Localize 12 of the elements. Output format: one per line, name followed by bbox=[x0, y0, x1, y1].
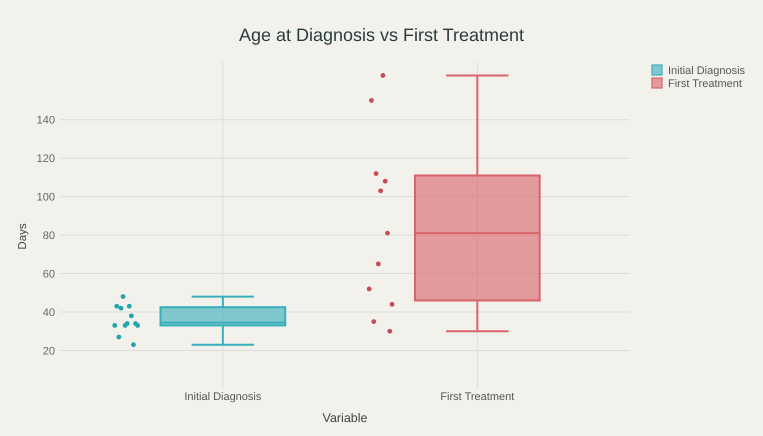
y-tick-label: 80 bbox=[42, 230, 55, 242]
legend-label: First Treatment bbox=[668, 78, 742, 90]
y-axis-title: Days bbox=[17, 223, 29, 250]
y-tick-label: 20 bbox=[42, 345, 55, 358]
y-tick-label: 40 bbox=[42, 306, 55, 319]
legend-label: Initial Diagnosis bbox=[668, 64, 746, 77]
y-tick-label: 140 bbox=[36, 114, 55, 127]
y-tick-label: 120 bbox=[36, 153, 55, 166]
x-axis-title: Variable bbox=[322, 411, 368, 425]
y-tick-label: 100 bbox=[36, 191, 55, 204]
y-tick-label: 60 bbox=[42, 268, 55, 280]
chart-title: Age at Diagnosis vs First Treatment bbox=[238, 25, 524, 45]
